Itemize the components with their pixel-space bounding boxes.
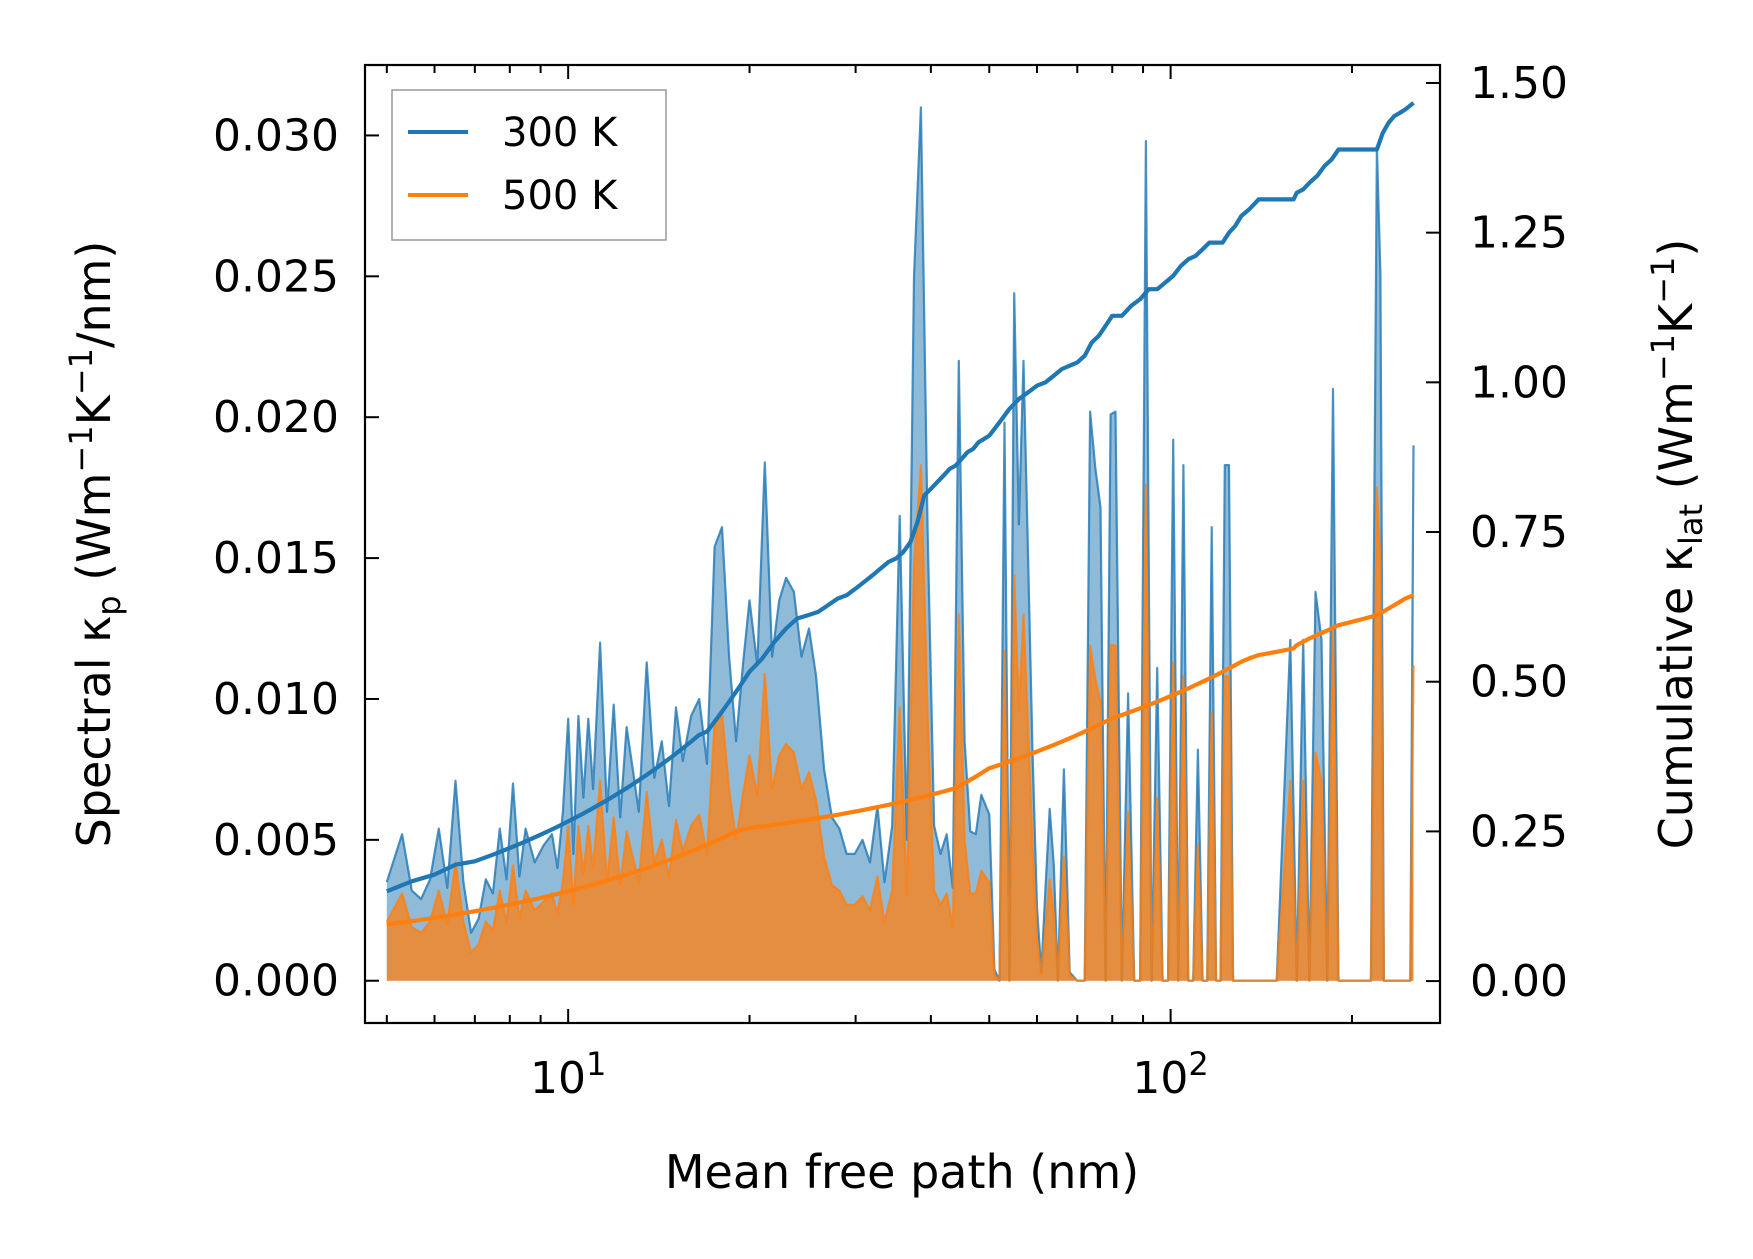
y-left-tick-label: 0.005 (213, 815, 339, 866)
cumulative-line-300k (386, 101, 1415, 894)
y-right-title-base: Cumulative κ (1649, 545, 1703, 849)
x-tick-label: 101 (530, 1045, 606, 1104)
y-right-title-exp1: −1 (1644, 334, 1682, 381)
y-right-title-exp2: −1 (1644, 257, 1682, 304)
plot-frame (363, 63, 1442, 1025)
spectral-line-500k (385, 464, 1415, 982)
y-right-axis-title: Cumulative κlat (Wm−1K−1) (1644, 239, 1710, 850)
x-axis-title: Mean free path (nm) (665, 1145, 1139, 1199)
y-right-tick-label: 0.00 (1470, 956, 1568, 1007)
y-left-title-mid: K (67, 393, 121, 425)
legend-label-500k: 500 K (502, 173, 619, 219)
legend-label-300k: 300 K (502, 110, 619, 156)
y-left-title-exp2: −1 (62, 348, 100, 395)
y-right-tick-label: 1.50 (1470, 58, 1568, 109)
y-left-axis-ticks: 0.000 0.005 0.010 0.015 0.020 0.025 0.030 (213, 110, 379, 1007)
y-right-title-mid: K (1649, 302, 1703, 334)
y-left-title-exp1: −1 (62, 425, 100, 472)
y-right-tick-label: 0.50 (1470, 657, 1568, 708)
y-left-tick-label: 0.030 (213, 110, 339, 161)
y-left-title-sub: p (90, 595, 128, 615)
x-axis-ticks: 101 102 (385, 65, 1353, 1104)
y-left-title-base: Spectral κ (67, 616, 121, 848)
legend: 300 K 500 K (391, 89, 667, 241)
y-left-tick-label: 0.015 (213, 533, 339, 584)
y-left-title-unit-close: /nm) (67, 241, 121, 348)
series-lines (385, 101, 1415, 982)
y-left-axis-title: Spectral κp (Wm−1K−1/nm) (62, 241, 128, 848)
y-right-axis-ticks: 0.00 0.25 0.50 0.75 1.00 1.25 1.50 (1426, 58, 1568, 1007)
y-right-tick-label: 1.00 (1470, 357, 1568, 408)
cumulative-line-500k (386, 593, 1415, 927)
y-left-tick-label: 0.000 (213, 956, 339, 1007)
y-left-tick-label: 0.025 (213, 251, 339, 302)
x-tick-label: 102 (1132, 1045, 1208, 1104)
legend-box (391, 89, 667, 241)
y-left-tick-label: 0.020 (213, 392, 339, 443)
y-left-title-unit-open: (Wm (67, 473, 121, 596)
y-left-tick-label: 0.010 (213, 674, 339, 725)
y-right-tick-label: 0.25 (1470, 806, 1568, 857)
y-right-title-unit-close: ) (1649, 239, 1703, 257)
y-right-tick-label: 1.25 (1470, 208, 1568, 259)
y-right-title-unit-open: (Wm (1649, 381, 1703, 504)
y-right-tick-label: 0.75 (1470, 507, 1568, 558)
y-right-title-sub: lat (1672, 504, 1710, 545)
